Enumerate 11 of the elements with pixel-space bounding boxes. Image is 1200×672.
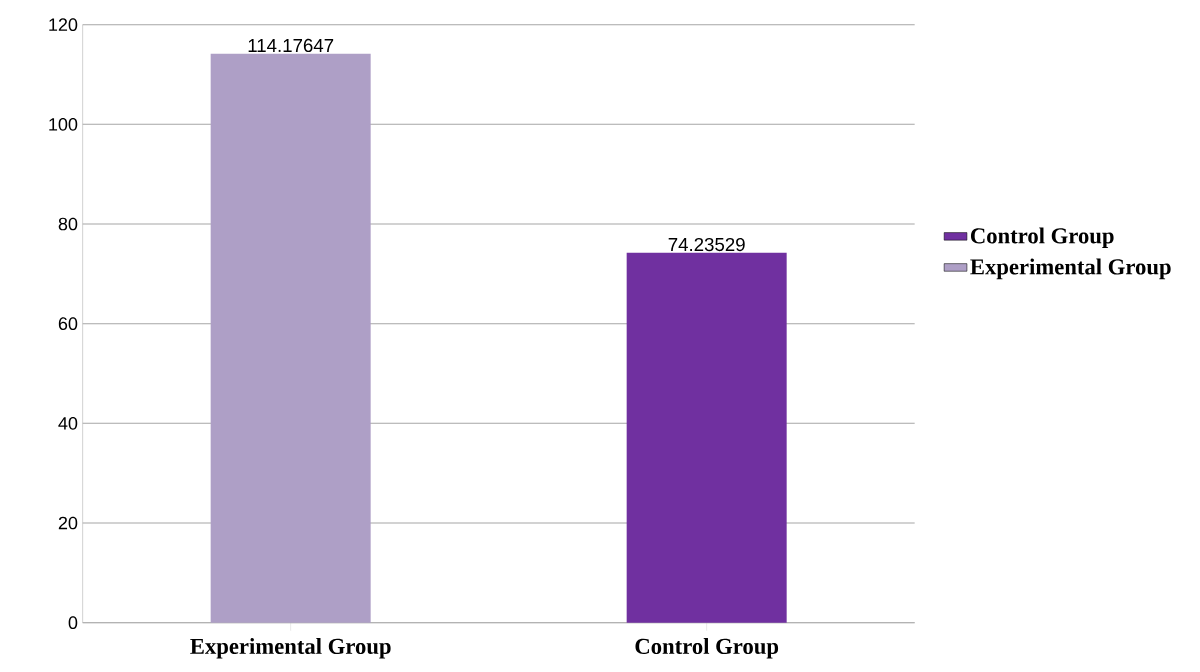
y-tick-label: 40 (58, 416, 78, 430)
y-tick-label: 0 (68, 616, 78, 630)
y-tick-label: 20 (58, 516, 78, 530)
legend-label: Control Group (970, 227, 1114, 249)
legend-label: Experimental Group (970, 258, 1171, 280)
y-tick-label: 100 (49, 117, 78, 131)
y-tick-label: 60 (58, 317, 78, 331)
y-tick-label: 80 (58, 217, 78, 231)
data-label: 74.23529 (668, 237, 745, 252)
y-tick-label: 120 (49, 18, 78, 32)
data-label: 114.17647 (248, 38, 334, 53)
